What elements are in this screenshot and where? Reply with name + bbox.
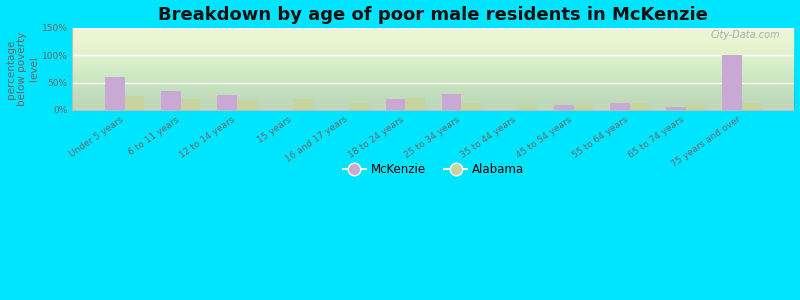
Bar [574, 104, 594, 110]
Bar [742, 103, 762, 110]
Bar [666, 107, 686, 110]
Legend: McKenzie, Alabama: McKenzie, Alabama [338, 159, 529, 181]
Bar [610, 103, 630, 110]
Bar [386, 99, 406, 110]
Bar [293, 99, 313, 110]
Bar [406, 98, 425, 110]
Bar [686, 104, 706, 110]
Text: City-Data.com: City-Data.com [710, 30, 780, 40]
Bar [462, 103, 481, 110]
Bar [125, 96, 144, 110]
Bar [630, 103, 650, 110]
Bar [181, 99, 201, 110]
Bar [518, 104, 537, 110]
Bar [554, 104, 574, 110]
Bar [218, 95, 237, 110]
Bar [722, 55, 742, 110]
Title: Breakdown by age of poor male residents in McKenzie: Breakdown by age of poor male residents … [158, 6, 708, 24]
Bar [105, 77, 125, 110]
Bar [442, 94, 462, 110]
Bar [349, 103, 369, 110]
Bar [162, 91, 181, 110]
Y-axis label: percentage
below poverty
level: percentage below poverty level [6, 32, 38, 106]
Bar [237, 100, 257, 110]
